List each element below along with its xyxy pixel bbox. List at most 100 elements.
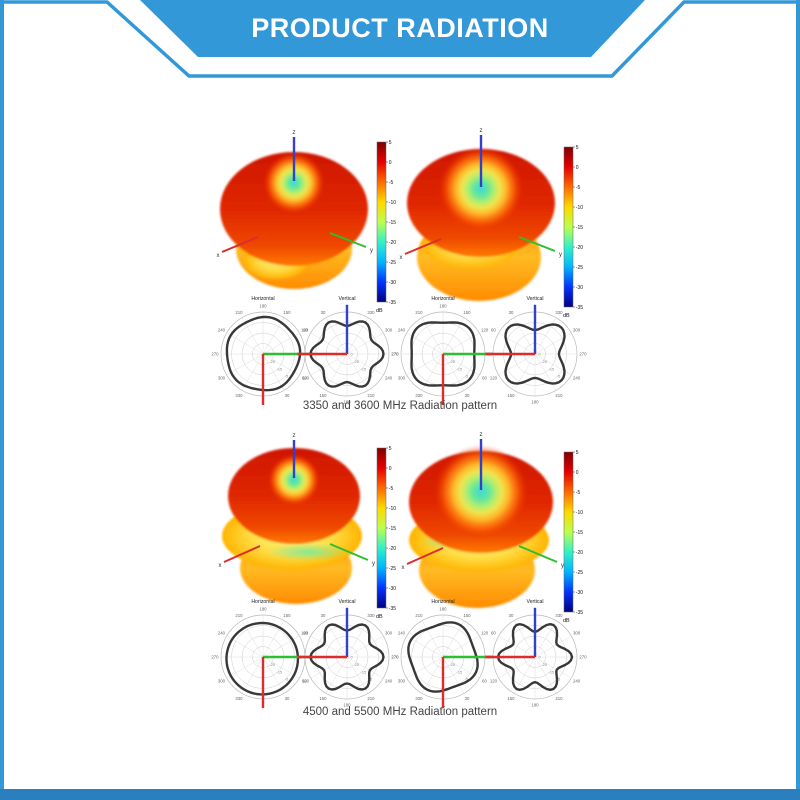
svg-text:330: 330 [555,310,563,315]
svg-text:120: 120 [481,328,489,333]
svg-text:240: 240 [573,679,581,684]
svg-text:60: 60 [491,631,496,636]
polar-horizontal-3350: Horizontal180150120906030033030027024021… [211,292,315,406]
svg-text:210: 210 [555,393,563,398]
svg-text:180: 180 [343,703,351,708]
svg-text:-5: -5 [576,185,581,191]
colorbar-3350: 5 0 -5 -10 -15 -20 -25 -30 -35 dB [375,138,405,318]
svg-text:-35: -35 [389,606,396,612]
plot3d-3600: z x y [397,125,565,315]
colorbar-3600: 5 0 -5 -10 -15 -20 -25 -30 -35 dB [562,143,592,323]
colorbar-svg: 5 0 -5 -10 -15 -20 -25 -30 -35 dB [563,450,583,624]
svg-text:240: 240 [398,328,406,333]
svg-text:240: 240 [218,631,226,636]
banner-title: PRODUCT RADIATION [251,13,549,43]
plot3d-svg: z x y [219,433,375,604]
polar-title: Vertical [338,296,355,302]
svg-text:-5: -5 [557,375,560,379]
page-border-left [0,0,4,800]
svg-text:y: y [370,248,373,254]
svg-text:-25: -25 [353,360,359,364]
svg-text:240: 240 [573,376,581,381]
banner-outline [2,0,798,78]
polar-vertical-5500: Vertical0330300270240210180150120906030-… [483,595,587,709]
svg-text:-15: -15 [549,367,555,371]
svg-text:300: 300 [218,679,226,684]
header-banner [2,0,798,78]
svg-text:330: 330 [235,393,243,398]
svg-text:150: 150 [507,696,515,701]
svg-text:dB: dB [376,614,383,620]
svg-text:-15: -15 [277,367,283,371]
svg-text:-25: -25 [541,663,547,667]
colorbar-5500: 5 0 -5 -10 -15 -20 -25 -30 -35 dB [562,448,592,628]
svg-text:330: 330 [415,696,423,701]
svg-text:z: z [293,130,296,136]
svg-text:330: 330 [555,613,563,618]
svg-text:180: 180 [439,304,447,309]
svg-text:dB: dB [563,618,570,624]
svg-text:150: 150 [507,393,515,398]
svg-text:-25: -25 [269,663,275,667]
svg-text:-10: -10 [576,205,583,211]
svg-text:330: 330 [235,696,243,701]
svg-text:30: 30 [465,696,470,701]
svg-text:dB: dB [563,313,570,319]
plot3d-3350: z x y [210,125,378,315]
polar-svg: Horizontal180150120906030033030027024021… [391,296,494,405]
colorbar-4500: 5 0 -5 -10 -15 -20 -25 -30 -35 dB [375,444,405,624]
svg-text:y: y [561,563,564,569]
svg-text:180: 180 [531,400,539,405]
svg-text:210: 210 [367,393,375,398]
svg-text:180: 180 [531,703,539,708]
polar-svg: Horizontal180150120906030033030027024021… [391,599,494,708]
svg-text:330: 330 [367,613,375,618]
polar-title: Horizontal [251,296,274,302]
svg-text:270: 270 [211,352,219,357]
polar-svg: Vertical0330300270240210180150120906030-… [485,296,587,405]
svg-text:5: 5 [389,140,392,146]
svg-text:-15: -15 [361,670,367,674]
svg-text:270: 270 [391,352,399,357]
svg-text:30: 30 [321,613,326,618]
svg-text:300: 300 [218,376,226,381]
svg-text:-5: -5 [285,375,288,379]
svg-text:-20: -20 [389,546,396,552]
svg-text:120: 120 [302,376,310,381]
svg-text:210: 210 [235,613,243,618]
svg-text:-20: -20 [576,550,583,556]
plot3d-4500: z x y [210,430,378,620]
svg-text:330: 330 [367,310,375,315]
polar-horizontal-3600: Horizontal180150120906030033030027024021… [391,292,495,406]
radiation-curve [309,320,385,388]
svg-text:5: 5 [389,446,392,452]
colorbar-svg: 5 0 -5 -10 -15 -20 -25 -30 -35 dB [376,140,396,314]
polar-horizontal-5500: Horizontal180150120906030033030027024021… [391,595,495,709]
plot3d-svg: z x y [400,128,562,301]
svg-text:0: 0 [539,656,541,660]
svg-text:-15: -15 [457,367,463,371]
figure-caption-2: 4500 and 5500 MHz Radiation pattern [302,706,498,718]
svg-text:120: 120 [301,328,309,333]
svg-text:270: 270 [579,352,587,357]
svg-text:-30: -30 [389,280,396,286]
svg-text:-5: -5 [389,486,394,492]
polar-title: Vertical [526,599,543,605]
svg-text:300: 300 [385,328,393,333]
svg-text:-5: -5 [465,678,468,682]
svg-text:0: 0 [351,353,353,357]
polar-svg: Horizontal180150120906030033030027024021… [211,296,314,405]
svg-text:-20: -20 [576,245,583,251]
polar-vertical-4500: Vertical0330300270240210180150120906030-… [295,595,399,709]
svg-text:-15: -15 [277,670,283,674]
svg-text:0: 0 [389,466,392,472]
polar-title: Horizontal [251,599,274,605]
polar-svg: Vertical0330300270240210180150120906030-… [485,599,587,708]
x-axis [404,238,442,255]
page-border-bottom [0,789,800,800]
polar-svg: Vertical0330300270240210180150120906030-… [297,599,399,708]
svg-text:60: 60 [482,376,487,381]
svg-text:-10: -10 [576,510,583,516]
svg-text:x: x [219,563,222,569]
svg-text:0: 0 [389,160,392,166]
